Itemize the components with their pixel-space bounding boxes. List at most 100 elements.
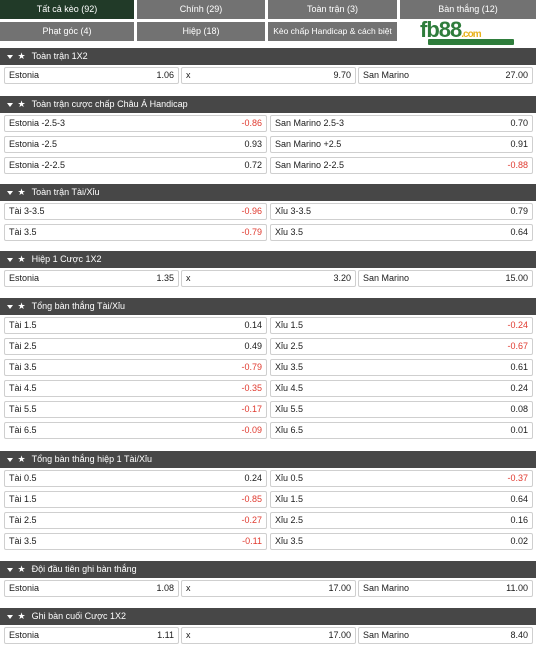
- favorite-star-icon[interactable]: ★: [17, 611, 26, 621]
- odds-value: 1.08: [156, 583, 174, 593]
- collapse-arrow-icon[interactable]: [7, 257, 13, 262]
- selection-label: Xỉu 2.5: [275, 515, 304, 525]
- section-header[interactable]: ★ Ghi bàn cuối Cược 1X2: [0, 608, 536, 625]
- odds-cell[interactable]: Xỉu 3.5 0.61: [270, 359, 533, 376]
- odds-cell[interactable]: Estonia 1.08: [4, 580, 179, 597]
- odds-cell[interactable]: Xỉu 1.5 -0.24: [270, 317, 533, 334]
- favorite-star-icon[interactable]: ★: [17, 454, 26, 464]
- odds-cell[interactable]: Tài 1.5 0.14: [4, 317, 267, 334]
- favorite-star-icon[interactable]: ★: [17, 254, 26, 264]
- odds-row: Estonia 1.06 x 9.70 San Marino 27.00: [0, 65, 536, 86]
- selection-label: Tài 3-3.5: [9, 206, 45, 216]
- fb88-logo[interactable]: fb88.com: [400, 19, 536, 47]
- odds-value: -0.79: [241, 362, 262, 372]
- odds-value: 8.40: [510, 630, 528, 640]
- odds-value: 9.70: [333, 70, 351, 80]
- tab-handicap[interactable]: Kèo chấp Handicap & cách biệt (3): [268, 22, 397, 55]
- market-section: ★ Đội đầu tiên ghi bàn thắng Estonia 1.08 x 1…: [0, 561, 536, 599]
- selection-label: Estonia: [9, 583, 40, 593]
- odds-cell[interactable]: Tài 5.5 -0.17: [4, 401, 267, 418]
- odds-value: -0.88: [507, 160, 528, 170]
- collapse-arrow-icon[interactable]: [7, 457, 13, 462]
- odds-cell[interactable]: Xỉu 1.5 0.64: [270, 491, 533, 508]
- section-header[interactable]: ★ Tổng bàn thắng hiệp 1 Tài/Xỉu: [0, 451, 536, 468]
- selection-label: Xỉu 1.5: [275, 494, 304, 504]
- section-header[interactable]: ★ Toàn trận 1X2: [0, 48, 536, 65]
- tab-full-time[interactable]: Toàn trận (3): [268, 0, 397, 19]
- odds-cell[interactable]: Xỉu 0.5 -0.37: [270, 470, 533, 487]
- odds-row: Estonia -2.5-3 -0.86 San Marino 2.5-3 0.70: [0, 113, 536, 134]
- collapse-arrow-icon[interactable]: [7, 54, 13, 59]
- section-header[interactable]: ★ Tổng bàn thắng Tài/Xỉu: [0, 298, 536, 315]
- favorite-star-icon[interactable]: ★: [17, 564, 26, 574]
- tab-goals[interactable]: Bàn thắng (12): [400, 0, 536, 19]
- odds-cell[interactable]: Estonia -2.5 0.93: [4, 136, 267, 153]
- odds-value: 3.20: [333, 273, 351, 283]
- odds-cell[interactable]: Xỉu 3.5 0.64: [270, 224, 533, 241]
- odds-cell[interactable]: Tài 2.5 -0.27: [4, 512, 267, 529]
- section-title: Tổng bàn thắng Tài/Xỉu: [31, 301, 125, 311]
- selection-label: Estonia: [9, 273, 40, 283]
- odds-cell[interactable]: Tài 6.5 -0.09: [4, 422, 267, 439]
- collapse-arrow-icon[interactable]: [7, 102, 13, 107]
- favorite-star-icon[interactable]: ★: [17, 99, 26, 109]
- odds-cell[interactable]: Estonia -2-2.5 0.72: [4, 157, 267, 174]
- odds-cell[interactable]: San Marino 27.00: [358, 67, 533, 84]
- section-header[interactable]: ★ Toàn trận Tài/Xỉu: [0, 184, 536, 201]
- odds-cell[interactable]: Tài 3.5 -0.79: [4, 224, 267, 241]
- odds-cell[interactable]: Tài 0.5 0.24: [4, 470, 267, 487]
- odds-cell[interactable]: Estonia 1.11: [4, 627, 179, 644]
- favorite-star-icon[interactable]: ★: [17, 301, 26, 311]
- odds-cell[interactable]: x 17.00: [181, 627, 356, 644]
- section-header[interactable]: ★ Đội đầu tiên ghi bàn thắng: [0, 561, 536, 578]
- selection-label: Xỉu 3.5: [275, 362, 304, 372]
- section-title: Toàn trận 1X2: [31, 51, 88, 61]
- odds-cell[interactable]: Xỉu 3-3.5 0.79: [270, 203, 533, 220]
- tab-corners[interactable]: Phạt góc (4): [0, 22, 134, 41]
- odds-value: 0.24: [510, 383, 528, 393]
- selection-label: x: [186, 70, 191, 80]
- odds-cell[interactable]: Tài 4.5 -0.35: [4, 380, 267, 397]
- odds-cell[interactable]: Xỉu 2.5 0.16: [270, 512, 533, 529]
- favorite-star-icon[interactable]: ★: [17, 187, 26, 197]
- tab-all-markets[interactable]: Tất cả kèo (92): [0, 0, 134, 19]
- odds-cell[interactable]: x 9.70: [181, 67, 356, 84]
- odds-cell[interactable]: Xỉu 2.5 -0.67: [270, 338, 533, 355]
- odds-cell[interactable]: San Marino 2-2.5 -0.88: [270, 157, 533, 174]
- favorite-star-icon[interactable]: ★: [17, 51, 26, 61]
- odds-cell[interactable]: Tài 2.5 0.49: [4, 338, 267, 355]
- odds-value: 27.00: [505, 70, 528, 80]
- section-title: Hiệp 1 Cược 1X2: [31, 254, 102, 264]
- collapse-arrow-icon[interactable]: [7, 567, 13, 572]
- selection-label: Xỉu 4.5: [275, 383, 304, 393]
- odds-cell[interactable]: x 3.20: [181, 270, 356, 287]
- odds-cell[interactable]: San Marino 15.00: [358, 270, 533, 287]
- odds-cell[interactable]: Estonia -2.5-3 -0.86: [4, 115, 267, 132]
- tab-main[interactable]: Chính (29): [137, 0, 265, 19]
- odds-cell[interactable]: Xỉu 6.5 0.01: [270, 422, 533, 439]
- odds-cell[interactable]: San Marino 11.00: [358, 580, 533, 597]
- odds-cell[interactable]: San Marino 8.40: [358, 627, 533, 644]
- odds-cell[interactable]: Xỉu 5.5 0.08: [270, 401, 533, 418]
- odds-cell[interactable]: Xỉu 3.5 0.02: [270, 533, 533, 550]
- collapse-arrow-icon[interactable]: [7, 304, 13, 309]
- odds-cell[interactable]: San Marino +2.5 0.91: [270, 136, 533, 153]
- tab-half[interactable]: Hiệp (18): [137, 22, 265, 41]
- odds-cell[interactable]: Tài 3.5 -0.79: [4, 359, 267, 376]
- odds-cell[interactable]: Tài 3.5 -0.11: [4, 533, 267, 550]
- odds-cell[interactable]: x 17.00: [181, 580, 356, 597]
- section-header[interactable]: ★ Toàn trận cược chấp Châu Á Handicap: [0, 96, 536, 113]
- odds-cell[interactable]: Tài 3-3.5 -0.96: [4, 203, 267, 220]
- odds-row: Tài 1.5 -0.85 Xỉu 1.5 0.64: [0, 489, 536, 510]
- odds-cell[interactable]: Estonia 1.06: [4, 67, 179, 84]
- odds-cell[interactable]: San Marino 2.5-3 0.70: [270, 115, 533, 132]
- collapse-arrow-icon[interactable]: [7, 614, 13, 619]
- odds-cell[interactable]: Estonia 1.35: [4, 270, 179, 287]
- section-header[interactable]: ★ Hiệp 1 Cược 1X2: [0, 251, 536, 268]
- odds-cell[interactable]: Tài 1.5 -0.85: [4, 491, 267, 508]
- collapse-arrow-icon[interactable]: [7, 190, 13, 195]
- odds-row: Estonia -2.5 0.93 San Marino +2.5 0.91: [0, 134, 536, 155]
- odds-cell[interactable]: Xỉu 4.5 0.24: [270, 380, 533, 397]
- odds-row: Tài 6.5 -0.09 Xỉu 6.5 0.01: [0, 420, 536, 441]
- odds-value: 1.06: [156, 70, 174, 80]
